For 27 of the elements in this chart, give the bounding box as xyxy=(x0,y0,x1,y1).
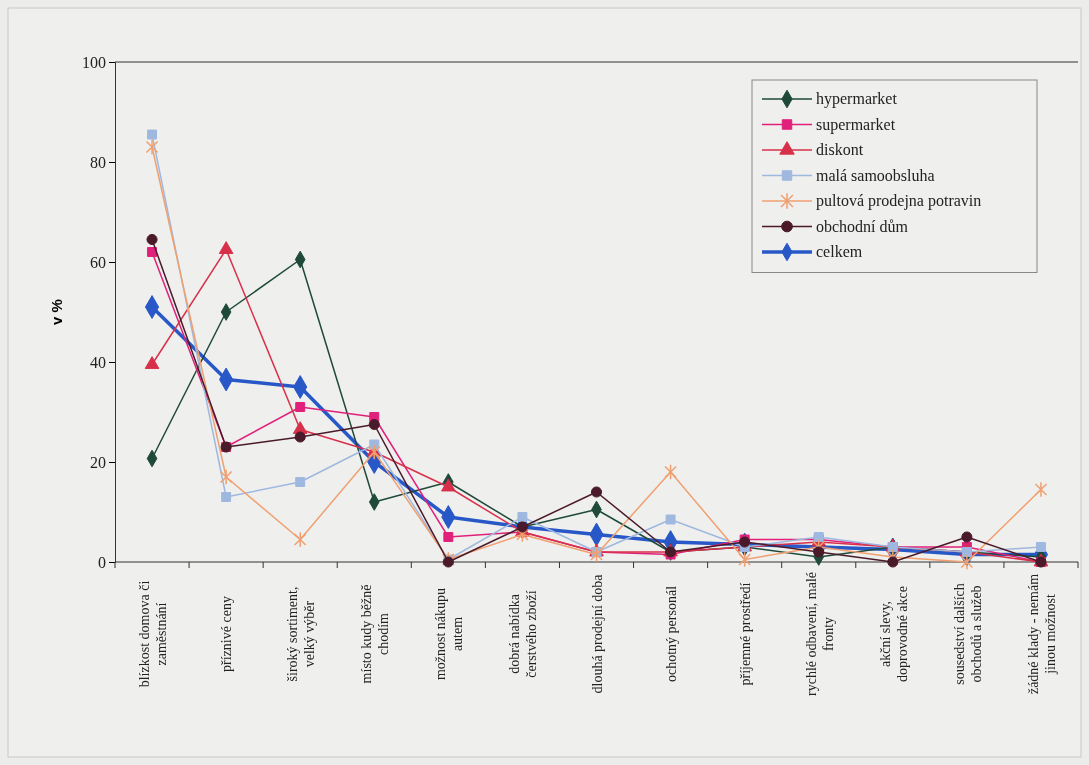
legend-label: celkem xyxy=(816,243,863,260)
x-tick-label: ochotný personál xyxy=(663,585,679,683)
x-tick-label: možnost nákupu autem xyxy=(433,587,466,681)
x-tick-label: blízkost domova či zaměstnání xyxy=(137,580,170,688)
x-tick-label: akční slevy, doprovodné akce xyxy=(877,585,910,683)
legend-label: supermarket xyxy=(816,115,896,134)
legend-label: pultová prodejna potravin xyxy=(816,192,982,210)
y-tick-label: 60 xyxy=(90,253,106,271)
x-tick-label: dlouhá prodejní doba xyxy=(589,573,605,694)
x-tick-label: příjemné prostředí xyxy=(737,582,753,686)
legend-label: malá samoobsluha xyxy=(816,166,935,184)
y-tick-label: 100 xyxy=(82,53,106,71)
y-tick-label: 20 xyxy=(90,453,106,471)
x-tick-label: široký sortiment, velký výběr xyxy=(285,586,318,682)
legend-label: diskont xyxy=(816,141,864,158)
x-tick-label: rychlé odbavení, malé fronty xyxy=(803,571,836,697)
x-tick-label: žádné klady - nemám jinou možnost xyxy=(1025,573,1058,695)
x-tick-label: místo kudy běžně chodím xyxy=(359,584,392,684)
legend-label: hypermarket xyxy=(816,90,898,108)
y-tick-label: 40 xyxy=(90,353,106,371)
x-tick-label: dobrá nabídka čerstvého zboží xyxy=(507,590,540,678)
y-tick-label: 80 xyxy=(90,153,106,171)
y-axis-title: v % xyxy=(48,299,65,325)
x-tick-label: sousedství dalších obchodů a služeb xyxy=(951,583,984,685)
y-tick-label: 0 xyxy=(98,553,106,571)
x-tick-label: příznivé ceny xyxy=(219,596,235,672)
legend-label: obchodní dům xyxy=(816,217,909,235)
